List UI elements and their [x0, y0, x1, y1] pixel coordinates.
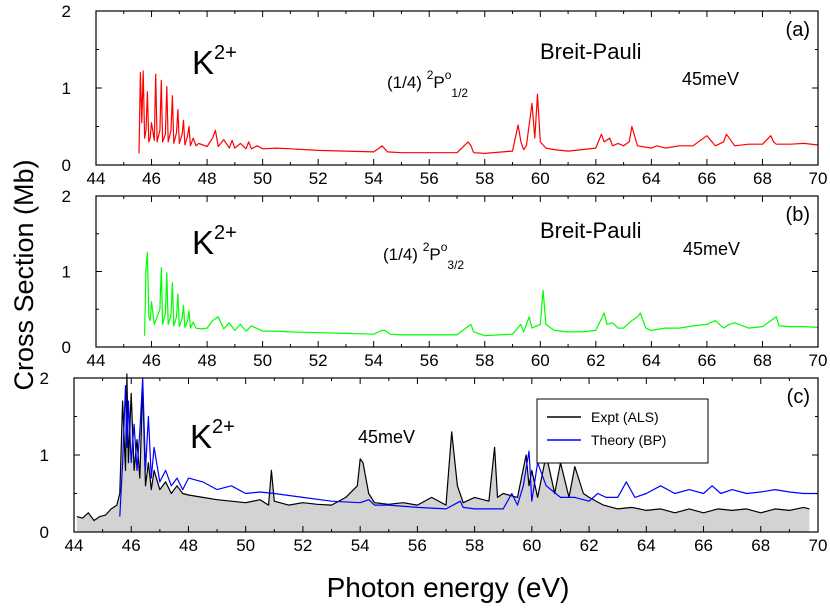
state-label-a: (1/4) 2Po 1/2 — [387, 68, 468, 100]
x-tick-label-c-1: 46 — [122, 536, 141, 555]
state-term-a: P — [433, 73, 444, 92]
x-tick-label-c-0: 44 — [65, 536, 84, 555]
state-multiplicity-a: 2 — [427, 68, 434, 82]
state-j-b: 3/2 — [447, 258, 464, 272]
x-tick-label-c-13: 70 — [809, 536, 828, 555]
x-tick-label-a-8: 60 — [531, 169, 550, 188]
x-tick-label-a-4: 52 — [309, 169, 328, 188]
ion-symbol-c: K — [190, 418, 212, 455]
state-label-b: (1/4) 2Po 3/2 — [383, 240, 464, 272]
legend: Expt (ALS) Theory (BP) — [536, 398, 709, 464]
x-tick-label-c-3: 50 — [236, 536, 255, 555]
x-tick-label-c-6: 56 — [408, 536, 427, 555]
x-tick-label-c-12: 68 — [751, 536, 770, 555]
x-tick-label-c-10: 64 — [637, 536, 656, 555]
x-tick-label-c-11: 66 — [694, 536, 713, 555]
x-tick-label-a-5: 54 — [364, 169, 383, 188]
method-label-a: Breit-Pauli — [540, 39, 641, 64]
panel-label-b: (b) — [786, 204, 810, 226]
series-line-c-0 — [76, 373, 810, 522]
energy-label-b: 45meV — [683, 239, 740, 259]
y-tick-label-b-1: 1 — [62, 263, 71, 282]
x-axis-label: Photon energy (eV) — [327, 572, 570, 603]
x-tick-label-a-6: 56 — [420, 169, 439, 188]
series-line-b-0 — [144, 252, 819, 337]
x-tick-label-a-2: 48 — [198, 169, 217, 188]
x-tick-label-b-5: 54 — [364, 351, 383, 370]
ion-symbol-a: K — [192, 44, 214, 81]
panel-c: 44 46 48 50 52 54 56 58 60 62 64 66 68 70 0 1 2 (c) K2+ 45m… — [40, 369, 828, 555]
x-tick-label-c-5: 54 — [351, 536, 370, 555]
ion-label-b: K2+ — [192, 222, 237, 261]
ion-charge-b: 2+ — [214, 222, 237, 244]
x-tick-label-b-1: 46 — [142, 351, 161, 370]
y-tick-label-b-0: 0 — [62, 338, 71, 357]
x-tick-label-c-9: 62 — [580, 536, 599, 555]
x-tick-label-b-8: 60 — [531, 351, 550, 370]
x-tick-label-b-2: 48 — [198, 351, 217, 370]
ion-label-a: K2+ — [192, 42, 237, 81]
ion-charge-c: 2+ — [212, 416, 235, 438]
y-tick-label-a-2: 2 — [62, 2, 71, 21]
y-tick-label-c-2: 2 — [40, 369, 49, 388]
y-tick-label-c-1: 1 — [40, 446, 49, 465]
panel-b: 44 46 48 50 52 54 56 58 60 62 64 66 68 70 0 1 2 (b) K2+ (1/… — [62, 187, 828, 370]
x-tick-label-a-7: 58 — [475, 169, 494, 188]
x-tick-label-c-2: 48 — [179, 536, 198, 555]
x-tick-label-a-0: 44 — [87, 169, 106, 188]
series-line-a-0 — [138, 70, 819, 154]
series-fill-c-0 — [76, 378, 810, 532]
panel-a: 44 46 48 50 52 54 56 58 60 62 64 66 68 70 0 1 2 (a) K2+ (1/… — [62, 2, 828, 188]
x-tick-label-a-3: 50 — [253, 169, 272, 188]
energy-label-a: 45meV — [682, 69, 739, 89]
panel-label-c: (c) — [787, 386, 810, 408]
x-tick-label-b-10: 64 — [642, 351, 661, 370]
method-label-b: Breit-Pauli — [540, 218, 641, 243]
legend-entry-0: Expt (ALS) — [591, 409, 659, 425]
state-prefix-a: (1/4) — [387, 73, 427, 92]
x-tick-label-a-13: 70 — [809, 169, 828, 188]
x-tick-label-a-11: 66 — [697, 169, 716, 188]
x-tick-label-a-10: 64 — [642, 169, 661, 188]
y-tick-label-a-1: 1 — [62, 79, 71, 98]
y-tick-label-b-2: 2 — [62, 187, 71, 206]
y-axis-label: Cross Section (Mb) — [9, 159, 39, 390]
ion-charge-a: 2+ — [214, 42, 237, 64]
x-tick-label-b-0: 44 — [87, 351, 106, 370]
panel-label-a: (a) — [786, 19, 810, 41]
state-parity-b: o — [441, 240, 448, 254]
x-tick-label-b-3: 50 — [253, 351, 272, 370]
series-line-c-1 — [119, 377, 818, 517]
x-tick-label-c-7: 58 — [465, 536, 484, 555]
x-tick-label-c-4: 52 — [293, 536, 312, 555]
ion-symbol-b: K — [192, 224, 214, 261]
legend-box — [536, 398, 709, 464]
energy-label-c: 45meV — [358, 427, 415, 447]
x-tick-label-a-12: 68 — [753, 169, 772, 188]
state-prefix-b: (1/4) — [383, 245, 423, 264]
ion-label-c: K2+ — [190, 416, 235, 455]
x-tick-label-b-11: 66 — [697, 351, 716, 370]
x-tick-label-b-12: 68 — [753, 351, 772, 370]
x-tick-label-b-6: 56 — [420, 351, 439, 370]
x-tick-label-b-4: 52 — [309, 351, 328, 370]
x-tick-label-a-1: 46 — [142, 169, 161, 188]
legend-entry-1: Theory (BP) — [591, 432, 666, 448]
x-tick-label-a-9: 62 — [586, 169, 605, 188]
state-parity-a: o — [445, 68, 452, 82]
x-tick-label-b-9: 62 — [586, 351, 605, 370]
state-j-a: 1/2 — [451, 86, 468, 100]
x-tick-label-b-13: 70 — [809, 351, 828, 370]
y-tick-label-a-0: 0 — [62, 156, 71, 175]
x-tick-label-c-8: 60 — [522, 536, 541, 555]
y-tick-label-c-0: 0 — [40, 523, 49, 542]
x-tick-label-b-7: 58 — [475, 351, 494, 370]
state-multiplicity-b: 2 — [423, 240, 430, 254]
state-term-b: P — [429, 245, 440, 264]
